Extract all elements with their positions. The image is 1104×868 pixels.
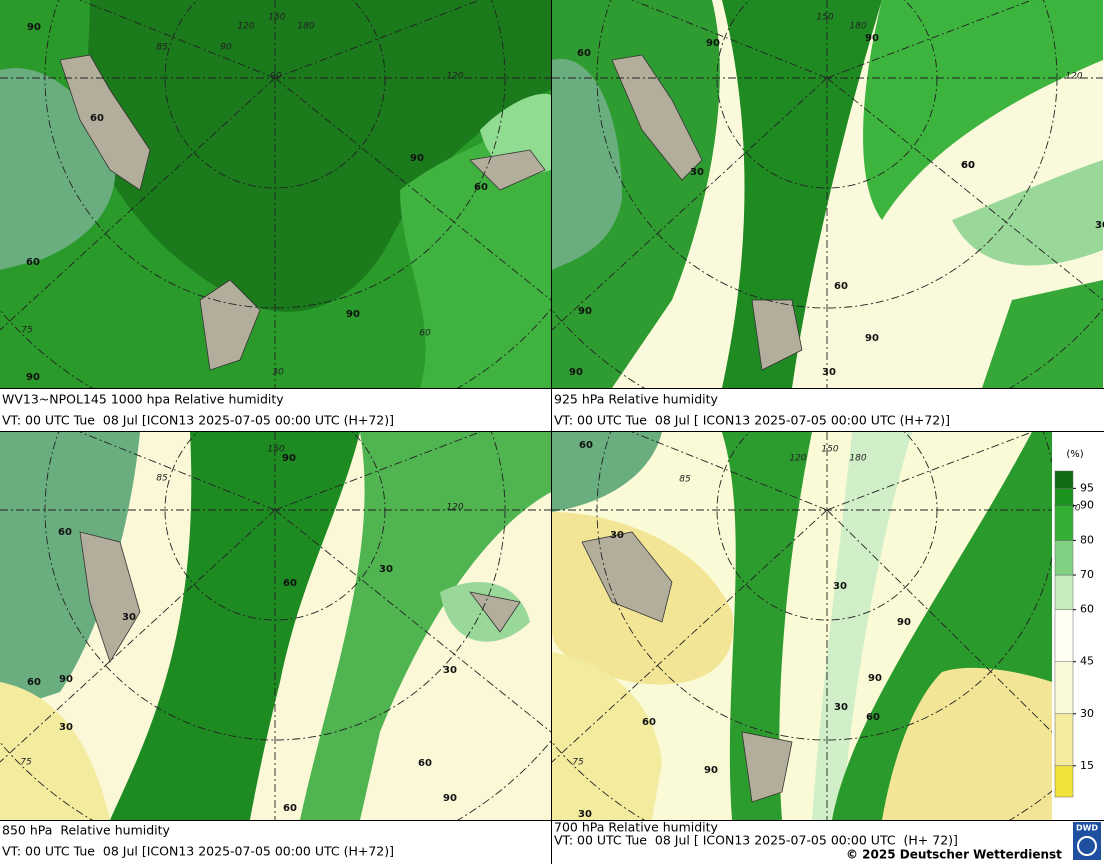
graticule-label: 180 — [849, 454, 866, 464]
valid-time: VT: 00 UTC Tue 08 Jul [ICON13 2025-07-05… — [2, 844, 394, 859]
contour-label: 90 — [865, 33, 879, 44]
panel-caption: 700 hPa Relative humidity — [554, 820, 719, 835]
contour-label: 30 — [122, 612, 136, 623]
contour-label: 60 — [27, 677, 41, 688]
contour-label: 60 — [90, 113, 104, 124]
graticule-label: 150 — [267, 445, 284, 455]
contour-label: 60 — [58, 527, 72, 538]
contour-label: 90 — [897, 617, 911, 628]
contour-label: 60 — [834, 281, 848, 292]
panel-caption: WV13~NPOL145 1000 hpa Relative humidity — [2, 392, 284, 407]
contour-label: 60 — [579, 440, 593, 451]
contour-label: 90 — [282, 453, 296, 464]
contour-label: 90 — [59, 674, 73, 685]
colorbar-segment — [1054, 661, 1074, 715]
graticule-label: 30 — [272, 368, 284, 378]
graticule-label: 85 — [679, 475, 691, 485]
graticule-label: 120 — [789, 454, 806, 464]
contour-label: 60 — [418, 758, 432, 769]
contour-label: 30 — [833, 581, 847, 592]
graticule-label: 75 — [20, 758, 32, 768]
graticule-label: 150 — [821, 445, 838, 455]
colorbar-segment — [1054, 540, 1074, 576]
colorbar-label: 15 — [1080, 759, 1094, 772]
contour-label: 90 — [706, 38, 720, 49]
contour-label: 30 — [1095, 220, 1104, 231]
contour-label: 30 — [822, 367, 836, 378]
colorbar-segment — [1054, 470, 1074, 489]
contour-label: 60 — [961, 160, 975, 171]
valid-time: VT: 00 UTC Tue 08 Jul [ ICON13 2025-07-0… — [554, 833, 958, 848]
contour-label: 30 — [379, 564, 393, 575]
graticule-label: 60 — [419, 329, 431, 339]
contour-label: 60 — [961, 160, 975, 171]
graticule-label: 85 — [156, 43, 168, 53]
colorbar-segment — [1054, 765, 1074, 798]
contour-label: 90 — [704, 765, 718, 776]
contour-label: 60 — [577, 48, 591, 59]
graticule-label: 85 — [156, 474, 168, 484]
colorbar-unit: (%) — [1066, 449, 1083, 460]
colorbar-label: 60 — [1080, 603, 1094, 616]
graticule-label: 120 — [237, 22, 254, 32]
colorbar-segment — [1054, 713, 1074, 767]
contour-label: 60 — [283, 803, 297, 814]
colorbar-segment — [1054, 609, 1074, 662]
valid-time: VT: 00 UTC Tue 08 Jul [ ICON13 2025-07-0… — [554, 413, 950, 428]
graticule-label: 150 — [268, 13, 285, 23]
colorbar-label: 30 — [1080, 707, 1094, 720]
colorbar-label: 45 — [1080, 655, 1094, 668]
map-panel — [552, 0, 1103, 388]
logo-text: DWD — [1076, 824, 1098, 833]
graticule-label: 120 — [1065, 72, 1082, 82]
contour-label: 60 — [474, 182, 488, 193]
colorbar-segment — [1054, 488, 1074, 506]
graticule-label: 90 — [270, 72, 282, 82]
logo-icon — [1077, 836, 1097, 856]
contour-label: 60 — [866, 712, 880, 723]
contour-label: 90 — [346, 309, 360, 320]
map-panel — [552, 432, 1052, 820]
contour-label: 90 — [27, 22, 41, 33]
contour-label: 90 — [569, 367, 583, 378]
graticule-label: 75 — [21, 326, 33, 336]
panel-caption: 925 hPa Relative humidity — [554, 392, 719, 407]
copyright: © 2025 Deutscher Wetterdienst — [846, 848, 1062, 862]
contour-label: 30 — [59, 722, 73, 733]
map-panel — [0, 0, 551, 388]
contour-label: 90 — [865, 333, 879, 344]
colorbar-segment — [1054, 505, 1074, 541]
contour-label: 60 — [642, 717, 656, 728]
contour-label: 60 — [283, 578, 297, 589]
contour-label: 30 — [834, 702, 848, 713]
contour-label: 30 — [690, 167, 704, 178]
contour-label: 90 — [26, 372, 40, 383]
panel-caption: 850 hPa Relative humidity — [2, 823, 171, 838]
graticule-label: 120 — [446, 72, 463, 82]
colorbar-label: 80 — [1080, 533, 1094, 546]
graticule-label: 180 — [849, 22, 866, 32]
colorbar-segment — [1054, 574, 1074, 610]
colorbar-label: 70 — [1080, 568, 1094, 581]
contour-label: 90 — [578, 306, 592, 317]
contour-label: 90 — [410, 153, 424, 164]
logo-box — [1073, 822, 1101, 860]
contour-label: 90 — [868, 673, 882, 684]
colorbar-label: 95 — [1080, 481, 1094, 494]
colorbar-label: 90 — [1080, 499, 1094, 512]
contour-label: 30 — [443, 665, 457, 676]
contour-label: 30 — [610, 530, 624, 541]
graticule-label: 180 — [297, 22, 314, 32]
valid-time: VT: 00 UTC Tue 08 Jul [ICON13 2025-07-05… — [2, 413, 394, 428]
graticule-label: 150 — [816, 13, 833, 23]
graticule-label: 120 — [446, 503, 463, 513]
contour-label: 90 — [443, 793, 457, 804]
graticule-label: 75 — [572, 758, 584, 768]
graticule-label: 90 — [220, 43, 232, 53]
contour-label: 30 — [578, 809, 592, 820]
map-panel — [0, 432, 551, 820]
contour-label: 60 — [26, 257, 40, 268]
